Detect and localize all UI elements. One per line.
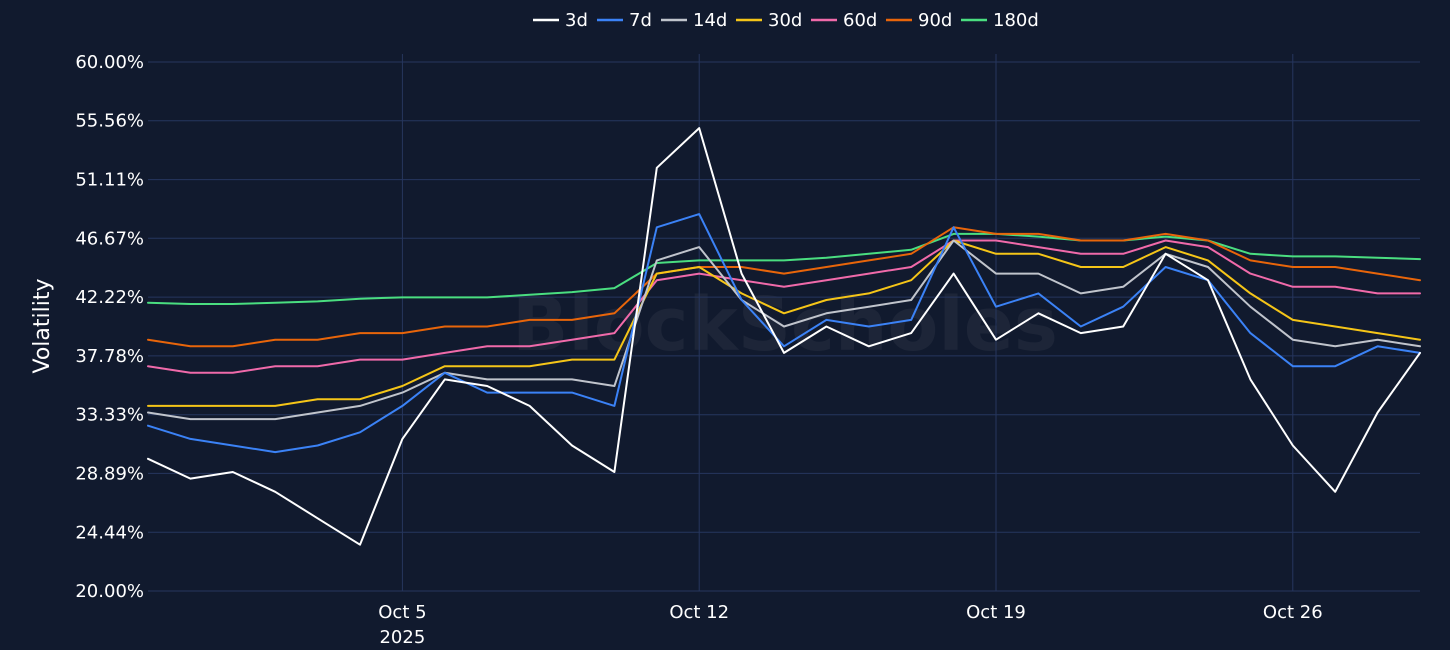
x-tick-label: Oct 5 bbox=[378, 602, 426, 623]
y-tick-label: 51.11% bbox=[75, 170, 144, 191]
y-tick-label: 28.89% bbox=[75, 463, 144, 484]
series-line-60d bbox=[147, 239, 1421, 374]
y-axis-ticks: 20.00% 24.44% 28.89% 33.33% 37.78% 42.22% 46.6… bbox=[75, 52, 144, 602]
series-line-3d bbox=[147, 127, 1421, 546]
watermark-text: BlockScholes bbox=[512, 282, 1058, 368]
legend-label-3d: 3d bbox=[565, 10, 588, 31]
y-tick-label: 46.67% bbox=[75, 228, 144, 249]
legend-label-30d: 30d bbox=[768, 10, 802, 31]
x-tick-sublabel: 2025 bbox=[379, 627, 425, 648]
y-tick-label: 60.00% bbox=[75, 52, 144, 73]
legend-label-180d: 180d bbox=[993, 10, 1039, 31]
y-axis-title: Volatility bbox=[30, 278, 55, 373]
y-tick-label: 33.33% bbox=[75, 405, 144, 426]
series-lines bbox=[147, 127, 1421, 546]
legend-label-90d: 90d bbox=[918, 10, 952, 31]
series-line-90d bbox=[147, 226, 1421, 348]
y-tick-label: 55.56% bbox=[75, 111, 144, 132]
y-tick-label: 37.78% bbox=[75, 346, 144, 367]
x-tick-label: Oct 12 bbox=[669, 602, 729, 623]
legend: 3d 7d 14d 30d 60d 90d 180d bbox=[533, 10, 1039, 31]
legend-label-60d: 60d bbox=[843, 10, 877, 31]
y-tick-label: 42.22% bbox=[75, 287, 144, 308]
y-tick-label: 24.44% bbox=[75, 522, 144, 543]
grid-lines bbox=[148, 54, 1420, 592]
legend-label-14d: 14d bbox=[693, 10, 727, 31]
series-line-14d bbox=[147, 239, 1421, 421]
series-line-30d bbox=[147, 239, 1421, 407]
x-axis-ticks: Oct 5 2025 Oct 12 Oct 19 Oct 26 bbox=[378, 602, 1322, 648]
y-tick-label: 20.00% bbox=[75, 581, 144, 602]
legend-label-7d: 7d bbox=[629, 10, 652, 31]
x-tick-label: Oct 26 bbox=[1263, 602, 1323, 623]
x-tick-label: Oct 19 bbox=[966, 602, 1026, 623]
